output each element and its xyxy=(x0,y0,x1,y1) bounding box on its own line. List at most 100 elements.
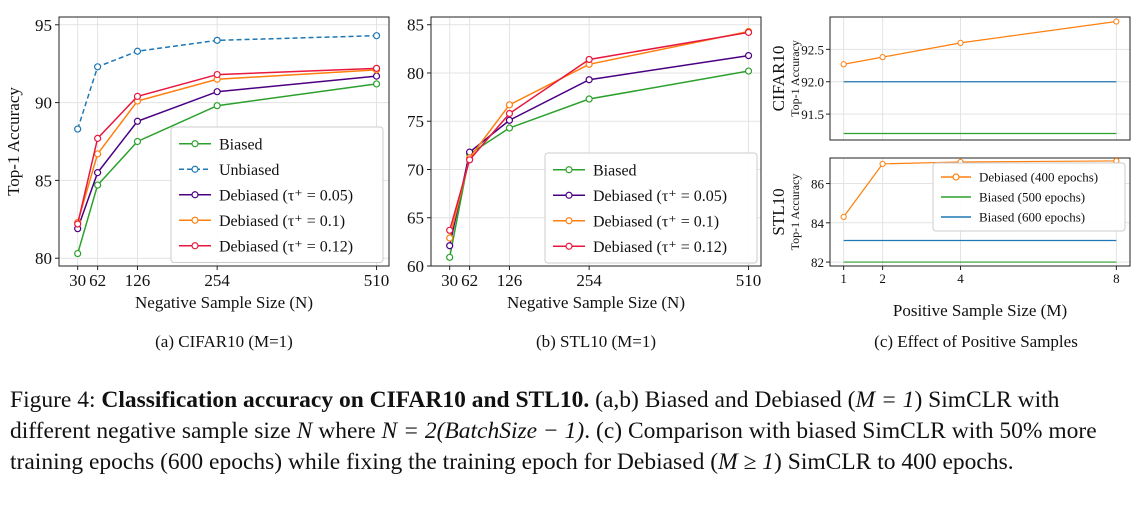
data-point-4-0 xyxy=(74,220,82,228)
legend-marker-0 xyxy=(952,173,960,181)
x-tick-label-2: 4 xyxy=(957,271,964,286)
data-point-0-4 xyxy=(744,67,753,75)
legend-marker-1 xyxy=(565,191,573,199)
y-tick-label-1: 84 xyxy=(811,216,825,231)
plot-frame xyxy=(58,16,390,267)
chart-panel-1: 30 62 126 254 510 60 65 70 75 80 85 Biased Debiased … xyxy=(407,16,762,351)
chart-subtitle: (c) Effect of Positive Samples xyxy=(874,332,1078,351)
data-point-0-0 xyxy=(840,213,847,221)
figure-caption: Figure 4: Classification accuracy on CIF… xyxy=(10,385,1138,478)
legend-label-1: Biased (500 epochs) xyxy=(979,190,1085,205)
x-tick-label-3: 254 xyxy=(576,271,602,290)
subplot-stl10: 1 2 4 8 82 84 86 STL10 Top-1 Accuracy Debiased (4… xyxy=(769,157,1131,286)
data-point-1-2 xyxy=(505,116,514,124)
data-point-0-1 xyxy=(879,160,886,167)
chart-subtitle: (b) STL10 (M=1) xyxy=(536,332,656,351)
data-point-3-1 xyxy=(466,156,474,164)
data-point-3-1 xyxy=(94,150,102,158)
legend-label-0: Biased xyxy=(593,162,637,179)
legend-marker-0 xyxy=(565,166,573,174)
data-point-2-2 xyxy=(133,117,142,125)
caption-math-3: N = 2(BatchSize − 1) xyxy=(381,418,585,444)
caption-math-2: N xyxy=(296,418,313,444)
caption-bold-title: Classification accuracy on CIFAR10 and S… xyxy=(101,387,590,413)
legend-label-1: Debiased (τ⁺ = 0.05) xyxy=(593,188,727,205)
data-point-1-4 xyxy=(744,52,753,60)
y-tick-label-2: 90 xyxy=(35,94,52,113)
y-tick-label-0: 91.5 xyxy=(801,107,824,122)
data-point-1-3 xyxy=(585,76,593,84)
x-tick-label-2: 126 xyxy=(125,271,151,290)
data-point-0-1 xyxy=(94,181,102,189)
data-point-1-0 xyxy=(74,125,82,133)
legend-label-3: Debiased (τ⁺ = 0.1) xyxy=(219,213,345,230)
data-point-1-0 xyxy=(446,242,454,250)
caption-prefix: Figure 4: xyxy=(10,387,102,413)
chart-panel-0: 30 62 126 254 510 80 85 90 95 Biased Unbiased Debia… xyxy=(4,16,390,351)
legend-label-4: Debiased (τ⁺ = 0.12) xyxy=(219,238,353,255)
legend-label-2: Debiased (τ⁺ = 0.05) xyxy=(219,187,353,204)
data-point-0-0 xyxy=(840,61,847,68)
y-tick-label-5: 85 xyxy=(407,16,424,35)
legend-label-0: Debiased (400 epochs) xyxy=(979,170,1098,185)
caption-math-1: M = 1 xyxy=(855,387,915,413)
legend-label-0: Biased xyxy=(219,136,263,153)
series-line-0 xyxy=(843,20,1117,65)
y-tick-label-0: 80 xyxy=(35,249,52,268)
data-point-4-2 xyxy=(133,92,142,100)
legend-marker-0 xyxy=(191,140,199,148)
series-line-0 xyxy=(843,160,1117,218)
legend-box xyxy=(932,162,1126,232)
y-tick-label-1: 92.0 xyxy=(801,75,824,90)
data-point-0-4 xyxy=(372,80,381,88)
y-tick-label-1: 85 xyxy=(35,171,52,190)
data-point-4-1 xyxy=(94,134,102,142)
data-point-0-0 xyxy=(446,253,454,261)
x-axis-label: Positive Sample Size (M) xyxy=(893,301,1067,320)
data-point-2-2 xyxy=(505,101,514,109)
data-point-1-4 xyxy=(372,32,381,40)
x-axis-label: Negative Sample Size (N) xyxy=(135,293,313,312)
caption-text-1: (a,b) Biased and Debiased ( xyxy=(589,387,856,413)
plot-frame xyxy=(829,157,1131,267)
data-point-4-4 xyxy=(372,64,381,72)
y-axis-label: Top-1 Accuracy xyxy=(788,174,802,251)
x-tick-label-1: 62 xyxy=(89,271,106,290)
caption-text-5: ) SimCLR to 400 epochs. xyxy=(774,449,1014,475)
subplot-cifar10: 91.5 92.0 92.5 CIFAR10 Top-1 Accuracy xyxy=(769,16,1131,141)
caption-text-2: ) SimCLR with different negative sample … xyxy=(10,387,1060,444)
y-tick-label-2: 70 xyxy=(407,160,424,179)
series-line-1 xyxy=(76,34,377,130)
y-tick-label-0: 82 xyxy=(811,255,824,270)
y-tick-label-3: 75 xyxy=(407,112,424,131)
y-tick-label-1: 65 xyxy=(407,209,424,228)
legend-marker-3 xyxy=(565,242,573,250)
data-point-2-3 xyxy=(213,88,221,96)
data-point-0-3 xyxy=(585,95,593,103)
data-point-1-1 xyxy=(94,63,102,71)
legend-marker-4 xyxy=(191,242,199,250)
x-tick-label-0: 30 xyxy=(69,271,86,290)
caption-text-3: where xyxy=(312,418,382,444)
x-tick-label-0: 30 xyxy=(441,271,458,290)
legend-box xyxy=(170,126,384,263)
data-point-3-2 xyxy=(505,109,514,118)
x-axis-label: Negative Sample Size (N) xyxy=(507,293,685,312)
figure-canvas: 30 62 126 254 51080859095BiasedUnbiasedDebia… xyxy=(4,16,1131,351)
y-tick-label-2: 86 xyxy=(811,177,825,192)
data-point-2-1 xyxy=(94,169,102,177)
data-point-0-3 xyxy=(1113,18,1120,25)
data-point-0-2 xyxy=(957,39,964,46)
x-tick-label-0: 1 xyxy=(840,271,847,286)
data-point-0-1 xyxy=(879,54,886,61)
legend-marker-3 xyxy=(191,216,199,224)
y-axis-label: Top-1 Accuracy xyxy=(788,40,802,117)
data-point-0-0 xyxy=(74,249,82,258)
data-point-3-0 xyxy=(446,226,454,234)
plot-frame xyxy=(829,16,1131,141)
legend-marker-2 xyxy=(565,217,573,225)
data-point-3-3 xyxy=(585,55,593,64)
data-point-1-2 xyxy=(133,47,142,55)
legend-box xyxy=(544,152,758,264)
